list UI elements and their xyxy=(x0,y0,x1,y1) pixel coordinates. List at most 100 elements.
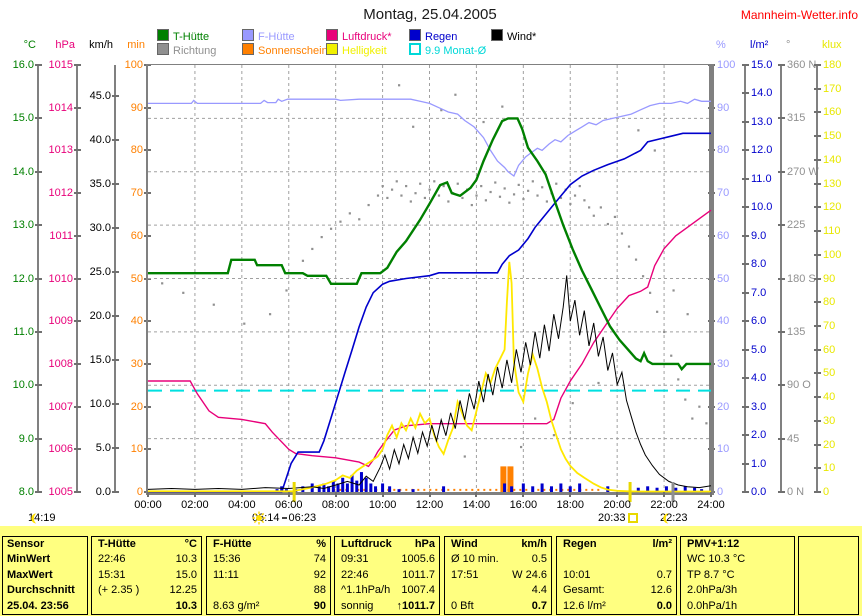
table-cell xyxy=(672,552,676,567)
table-header-row: F-Hütte% xyxy=(207,537,330,552)
richtung-dot xyxy=(475,194,478,197)
axis-tick-label-lm2: 6.0 xyxy=(751,315,767,328)
table-cell: MinWert xyxy=(7,553,51,566)
richtung-dot xyxy=(705,422,708,425)
axis-tick-label-hpa: 1007 xyxy=(48,400,73,413)
table-cell: Sensor xyxy=(7,538,45,550)
x-axis-label: 12:00 xyxy=(415,499,444,511)
richtung-dot xyxy=(597,381,600,385)
regen_bars-bar xyxy=(674,487,678,492)
axis-header-pct: % xyxy=(716,39,726,51)
table-cell xyxy=(790,537,794,552)
axis-tick-label-lm2: 2.0 xyxy=(751,429,767,442)
table-cell: ↑1011.7 xyxy=(396,599,435,612)
richtung-dot xyxy=(573,194,577,197)
plot-border-top xyxy=(146,64,714,65)
regen_bars-bar xyxy=(693,487,697,492)
axis-tick-label-deg: 315 xyxy=(787,112,806,125)
axis-tick xyxy=(742,234,749,237)
table-cell: Gesamt: xyxy=(563,584,605,597)
axis-header-deg: ° xyxy=(786,39,791,51)
moon-time: 22:23 xyxy=(660,512,688,524)
richtung-dot xyxy=(578,184,581,188)
axis-tick-label-klux: 110 xyxy=(823,225,841,238)
richtung-dot xyxy=(480,184,483,188)
legend-swatch-icon xyxy=(157,43,169,55)
regen_bars-bar xyxy=(559,483,563,492)
axis-tick-label-lm2: 12.0 xyxy=(751,144,773,157)
table-row: TP 8.7 °C xyxy=(681,568,794,583)
axis-tick xyxy=(814,158,821,161)
axis-tick xyxy=(35,437,42,440)
axis-tick xyxy=(742,320,749,323)
regen_bars-bar xyxy=(331,480,335,492)
table-cell: Luftdruck xyxy=(341,538,392,550)
axis-tick-label-deg: 135 xyxy=(787,325,806,338)
axis-tick-label-min: 40 xyxy=(130,315,143,328)
table-cell xyxy=(92,599,98,614)
axis-tick-label-klux: 80 xyxy=(823,296,836,309)
legend-item-richtung: Richtung xyxy=(157,43,216,57)
regen_bars-bar xyxy=(510,486,514,492)
axis-tick xyxy=(814,135,821,138)
table-cell: 74 xyxy=(313,553,326,566)
axis-tick xyxy=(74,405,81,408)
regen_bars-bar xyxy=(355,480,359,492)
site-link[interactable]: Mannheim-Wetter.info xyxy=(740,8,858,22)
axis-tick-label-klux: 10 xyxy=(823,462,836,475)
table-cell: km/h xyxy=(521,538,547,550)
legend-item-regen: Regen xyxy=(409,29,458,43)
axis-tick-label-lm2: 15.0 xyxy=(751,59,773,71)
legend-label: Regen xyxy=(425,31,458,43)
legend-swatch-icon xyxy=(326,29,338,41)
sun-times-annotation: 06:14 06:23 xyxy=(252,511,316,525)
richtung-dot xyxy=(527,189,530,192)
table-column-empty xyxy=(798,536,859,615)
axis-tick-label-klux: 60 xyxy=(823,343,836,356)
regen_bars-bar xyxy=(700,489,704,492)
axis-tick-label-lm2: 0.0 xyxy=(751,486,767,498)
regen_bars-bar xyxy=(568,486,572,492)
axis-tick-label-temp: 12.0 xyxy=(12,272,34,285)
axis-tick xyxy=(778,224,785,227)
axis-tick-label-pct: 10 xyxy=(717,443,730,456)
axis-tick xyxy=(742,177,749,180)
table-row: Gesamt: 12.6 xyxy=(557,583,676,598)
regen_bars-bar xyxy=(381,483,385,492)
richtung-dot xyxy=(161,282,164,285)
table-cell: 4.4 xyxy=(531,584,547,597)
axis-tick-label-pct: 90 xyxy=(717,101,730,114)
richtung-dot xyxy=(583,199,586,202)
richtung-dot xyxy=(423,196,427,200)
axis-tick xyxy=(778,437,785,440)
richtung-dot xyxy=(428,188,431,191)
axis-tick xyxy=(742,120,749,123)
table-cell: % xyxy=(316,538,326,550)
richtung-dot xyxy=(243,322,246,325)
axis-tick-label-temp: 15.0 xyxy=(12,112,34,125)
axis-header-kmh: km/h xyxy=(89,39,113,51)
axis-tick xyxy=(814,253,821,256)
axis-tick-label-lm2: 3.0 xyxy=(751,400,767,413)
x-axis-label: 10:00 xyxy=(368,499,397,511)
x-axis-tick xyxy=(663,492,666,497)
axis-tick-label-temp: 9.0 xyxy=(18,432,34,445)
richtung-dot xyxy=(433,180,436,183)
legend-swatch-icon xyxy=(409,29,421,41)
axis-tick-label-deg: 270 W xyxy=(787,165,819,178)
axis-tick-label-kmh: 0.0 xyxy=(95,486,111,498)
table-cell: 0.5 xyxy=(531,553,547,566)
axis-tick xyxy=(742,206,749,209)
table-row: 8.63 g/m² 90 xyxy=(207,599,330,614)
legend-item-f-h-tte: F-Hütte xyxy=(242,29,295,43)
axis-tick-label-temp: 16.0 xyxy=(12,59,34,71)
richtung-dot xyxy=(552,434,556,437)
sunset-annotation: 20:33 xyxy=(598,512,638,524)
richtung-dot xyxy=(531,180,534,183)
axis-tick-label-min: 70 xyxy=(130,187,143,200)
table-row: 15:31 15.0 xyxy=(92,568,201,583)
axis-tick-label-pct: 60 xyxy=(717,229,730,242)
table-cell: sonnig xyxy=(341,599,374,612)
table-cell xyxy=(790,568,794,583)
table-cell: WC 10.3 °C xyxy=(687,553,746,566)
